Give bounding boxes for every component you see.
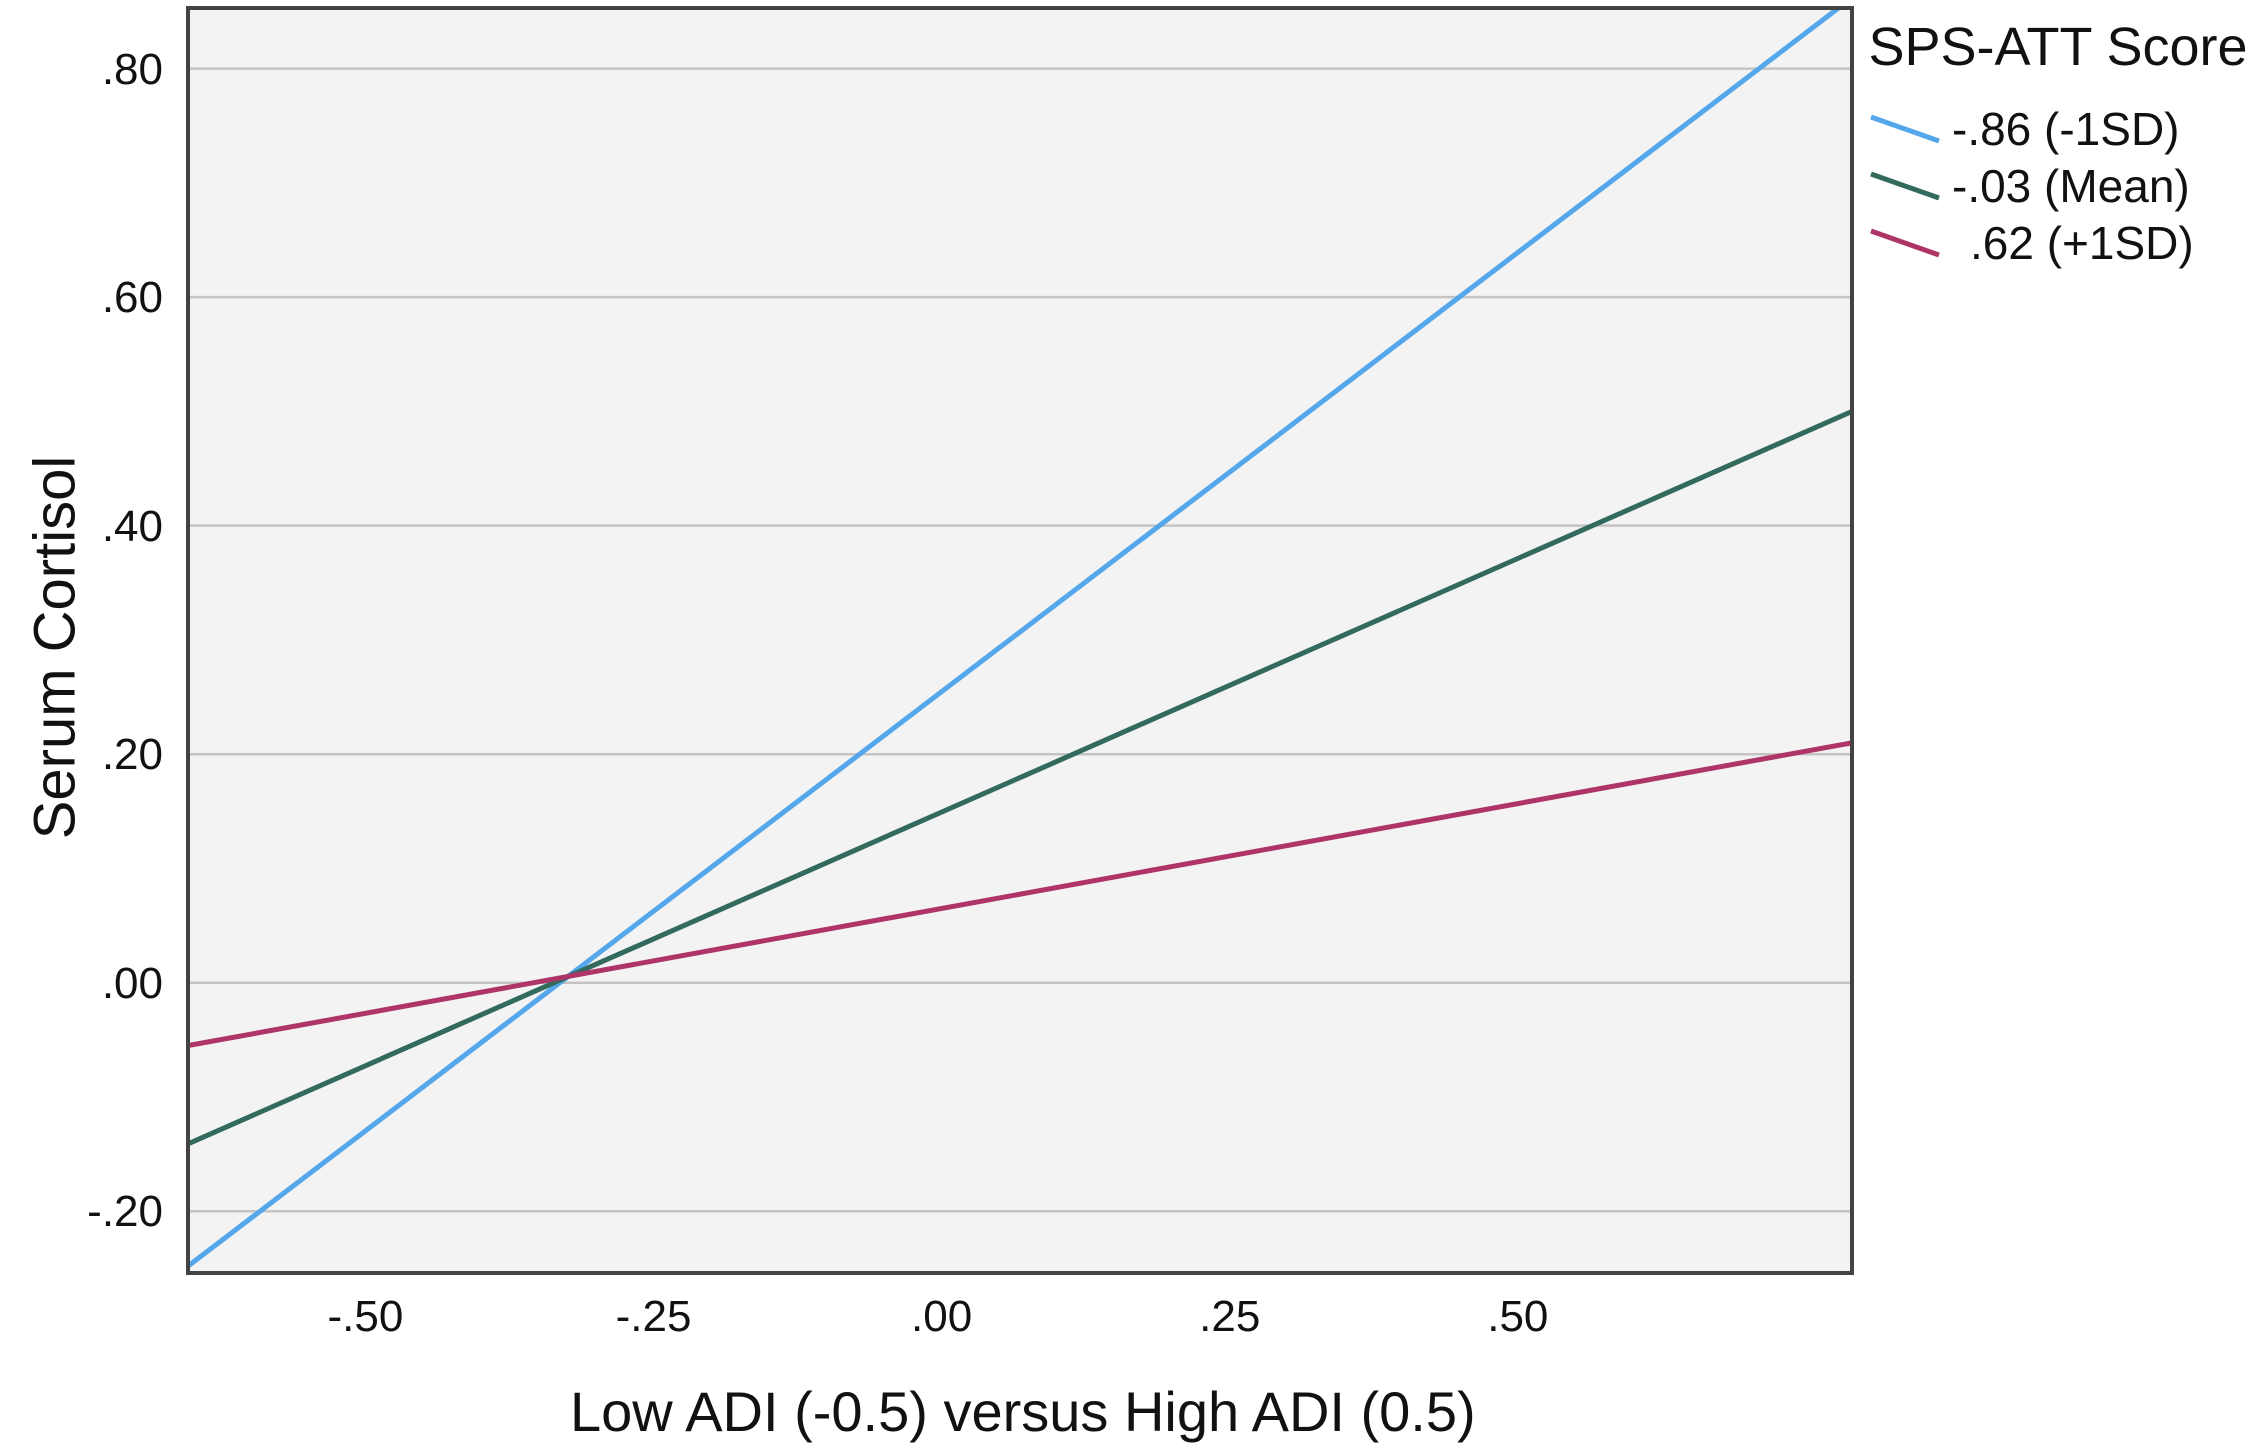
legend-entry-label: -.03 (Mean) bbox=[1952, 159, 2190, 212]
y-tick-label-.20: .20 bbox=[101, 730, 163, 780]
legend-line-glyph bbox=[1870, 114, 1940, 143]
legend-entries: -.86 (-1SD) -.03 (Mean) .62 (+1SD) bbox=[1868, 100, 2248, 271]
legend-entry-label: -.86 (-1SD) bbox=[1952, 102, 2180, 155]
y-axis-title: Serum Cortisol bbox=[22, 455, 88, 840]
series-line-1 bbox=[188, 409, 1852, 1147]
legend-title: SPS-ATT Score bbox=[1868, 17, 2248, 77]
y-tick-label-.40: .40 bbox=[101, 501, 163, 551]
series-line-2 bbox=[188, 740, 1852, 1049]
y-tick-label-.00: .00 bbox=[101, 958, 163, 1008]
x-tick-label--.25: -.25 bbox=[615, 1292, 692, 1341]
y-tick-label--.20: -.20 bbox=[87, 1187, 163, 1237]
x-tick-label-.00: .00 bbox=[911, 1292, 973, 1341]
plot-border bbox=[186, 6, 1854, 1275]
legend-line-swatch-0 bbox=[1870, 114, 1940, 143]
x-tick-label-.50: .50 bbox=[1487, 1292, 1549, 1341]
legend-line-glyph bbox=[1870, 171, 1940, 200]
x-tick-label--.50: -.50 bbox=[327, 1292, 404, 1341]
legend-entry-2: .62 (+1SD) bbox=[1868, 214, 2248, 271]
legend-line-glyph bbox=[1870, 228, 1940, 257]
legend-entry-0: -.86 (-1SD) bbox=[1868, 100, 2248, 157]
plot-background bbox=[188, 8, 1852, 1273]
legend-line-swatch-2 bbox=[1870, 228, 1940, 257]
legend: SPS-ATT Score -.86 (-1SD) -.03 (Mean) .62 … bbox=[1868, 16, 2248, 271]
legend-entry-1: -.03 (Mean) bbox=[1868, 157, 2248, 214]
y-tick-label-.80: .80 bbox=[101, 44, 163, 94]
x-tick-label-.25: .25 bbox=[1199, 1292, 1261, 1341]
x-axis-title: Low ADI (-0.5) versus High ADI (0.5) bbox=[570, 1380, 1476, 1443]
legend-line-swatch-1 bbox=[1870, 171, 1940, 200]
y-tick-label-.60: .60 bbox=[101, 273, 163, 323]
series-line-0 bbox=[188, 8, 1843, 1269]
legend-entry-label: .62 (+1SD) bbox=[1970, 216, 2194, 269]
